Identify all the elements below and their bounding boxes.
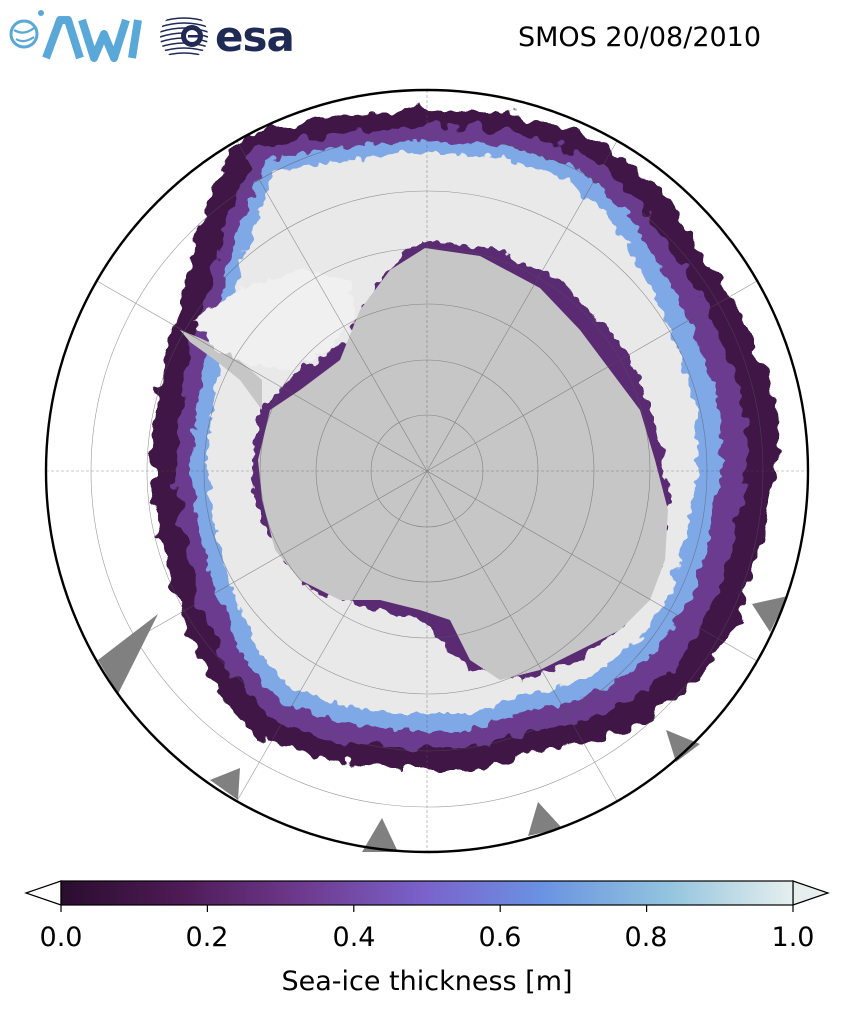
colorbar-graphic — [24, 880, 830, 912]
esa-emblem-icon — [160, 17, 208, 58]
colorbar-tick-label: 0.8 — [624, 922, 668, 953]
map-container — [0, 80, 854, 874]
esa-wordmark: esa — [215, 12, 295, 61]
colorbar-tick-label: 0.6 — [478, 922, 522, 953]
weddell-sea-ice — [195, 270, 355, 370]
esa-logo: esa — [158, 8, 308, 64]
awi-logo — [8, 6, 148, 64]
polar-map — [44, 88, 810, 854]
colorbar-extend-min — [24, 880, 62, 906]
colorbar-extend-max — [792, 880, 830, 906]
colorbar — [0, 870, 854, 924]
colorbar-tick-label: 0.0 — [39, 922, 83, 953]
colorbar-ticks — [60, 905, 794, 912]
antarctic-peninsula — [180, 330, 262, 410]
colorbar-tick-label: 0.2 — [185, 922, 229, 953]
header: esa SMOS 20/08/2010 — [0, 0, 854, 80]
colorbar-tick-label: 0.4 — [332, 922, 376, 953]
missing-data-wedges — [98, 596, 788, 852]
map-title: SMOS 20/08/2010 — [518, 22, 762, 53]
colorbar-tick-label: 1.0 — [771, 922, 815, 953]
graticule — [46, 90, 808, 852]
colorbar-gradient — [60, 880, 794, 906]
colorbar-label: Sea-ice thickness [m] — [281, 966, 573, 997]
map-boundary — [44, 88, 810, 854]
